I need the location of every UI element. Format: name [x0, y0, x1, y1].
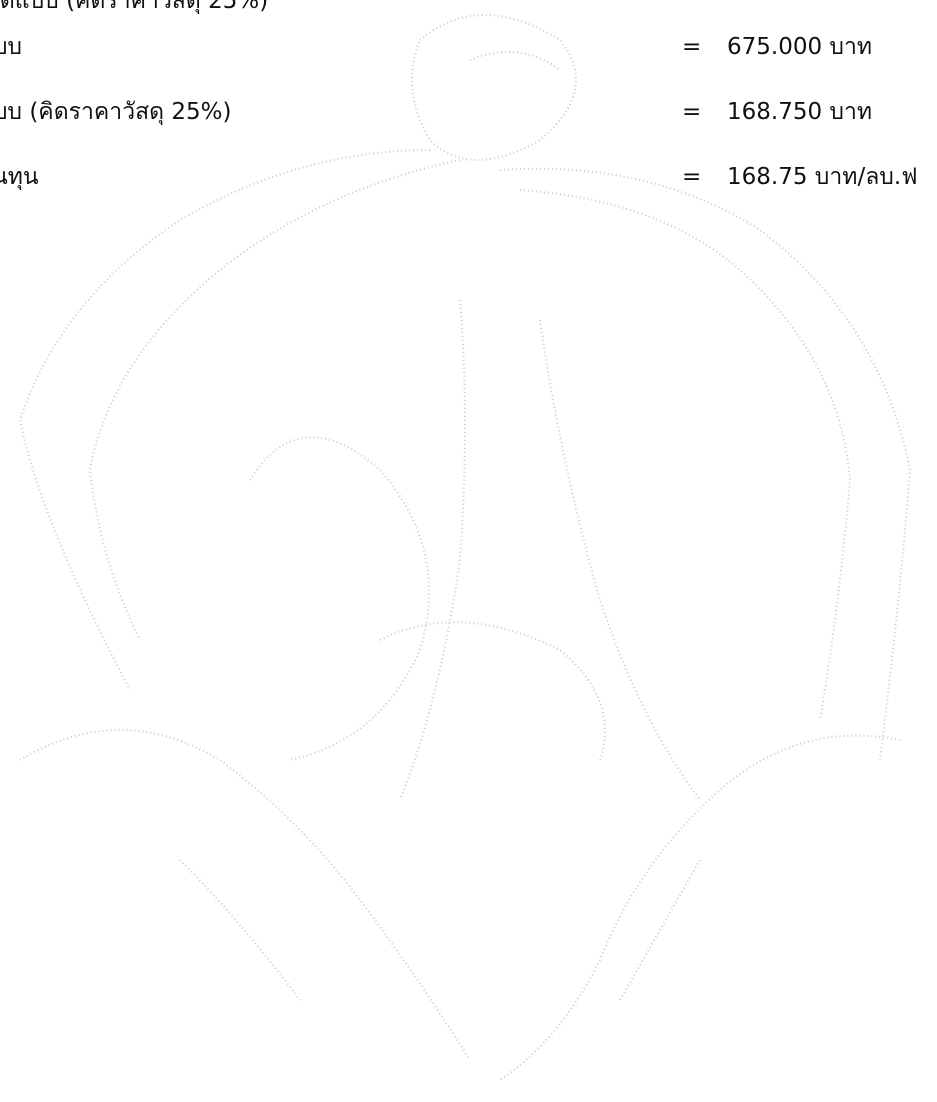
row-value: 168.750 บาท: [727, 99, 873, 125]
row-label: แบบ: [0, 34, 23, 60]
row-sign: =: [682, 34, 702, 60]
garuda-emblem: [18, 14, 912, 1081]
row-label: แบบ (คิดราคาวัสดุ 25%): [0, 99, 232, 125]
row-value: 675.000 บาท: [727, 34, 873, 60]
row-value: 168.75 บาท/ลบ.ฟ: [727, 164, 918, 190]
heading: อดแบบ (คิดราคาวัสดุ 25%): [0, 0, 269, 14]
row-sign: =: [682, 164, 702, 190]
row-label: นทุน: [0, 164, 39, 190]
row-sign: =: [682, 99, 702, 125]
